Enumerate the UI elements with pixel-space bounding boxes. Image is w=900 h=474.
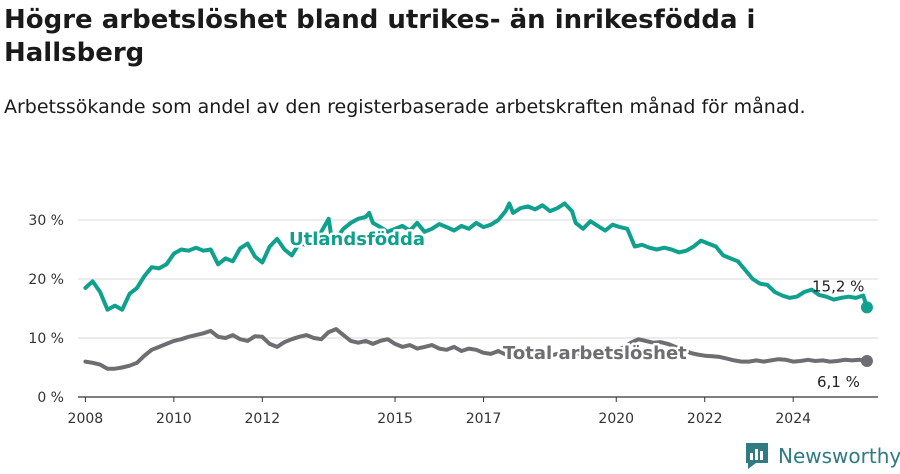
y-tick-label: 30 % (28, 213, 64, 229)
y-tick-label: 0 % (37, 390, 64, 406)
series (83, 201, 873, 371)
x-tick-label: 2017 (466, 411, 502, 427)
series-name-label: Total arbetslöshet (503, 343, 687, 364)
axes: 0 % 10 % 20 % 30 % 2008 2010 2012 2015 2017 2020 2… (28, 213, 878, 427)
end-value-label: 6,1 % (817, 373, 860, 391)
chart-title: Högre arbetslöshet bland utrikes- än inr… (4, 5, 756, 68)
series-line (83, 201, 869, 312)
y-tick-label: 20 % (28, 272, 64, 288)
x-tick-label: 2012 (245, 411, 281, 427)
grid-lines (78, 219, 878, 339)
x-tick-label: 2015 (377, 411, 413, 427)
newsworthy-logo-icon (746, 443, 768, 469)
labels: Utlandsfödda Total arbetslöshet 15,2 % 6,1 … (287, 227, 865, 392)
end-value-label: 15,2 % (812, 277, 864, 295)
series-end-point (860, 301, 873, 314)
x-tick-label: 2024 (775, 411, 811, 427)
brand-logo: Newsworthy (744, 440, 900, 472)
x-tick-label: 2020 (598, 411, 634, 427)
chart-subtitle: Arbetssökande som andel av den registerb… (4, 96, 806, 118)
series-end-point (860, 355, 873, 368)
x-tick-label: 2010 (156, 411, 192, 427)
series-name-label: Utlandsfödda (289, 229, 425, 250)
x-tick-label: 2022 (687, 411, 723, 427)
x-tick-label: 2008 (68, 411, 104, 427)
brand-name: Newsworthy (778, 444, 900, 468)
series-line (83, 327, 869, 371)
y-tick-label: 10 % (28, 331, 64, 347)
